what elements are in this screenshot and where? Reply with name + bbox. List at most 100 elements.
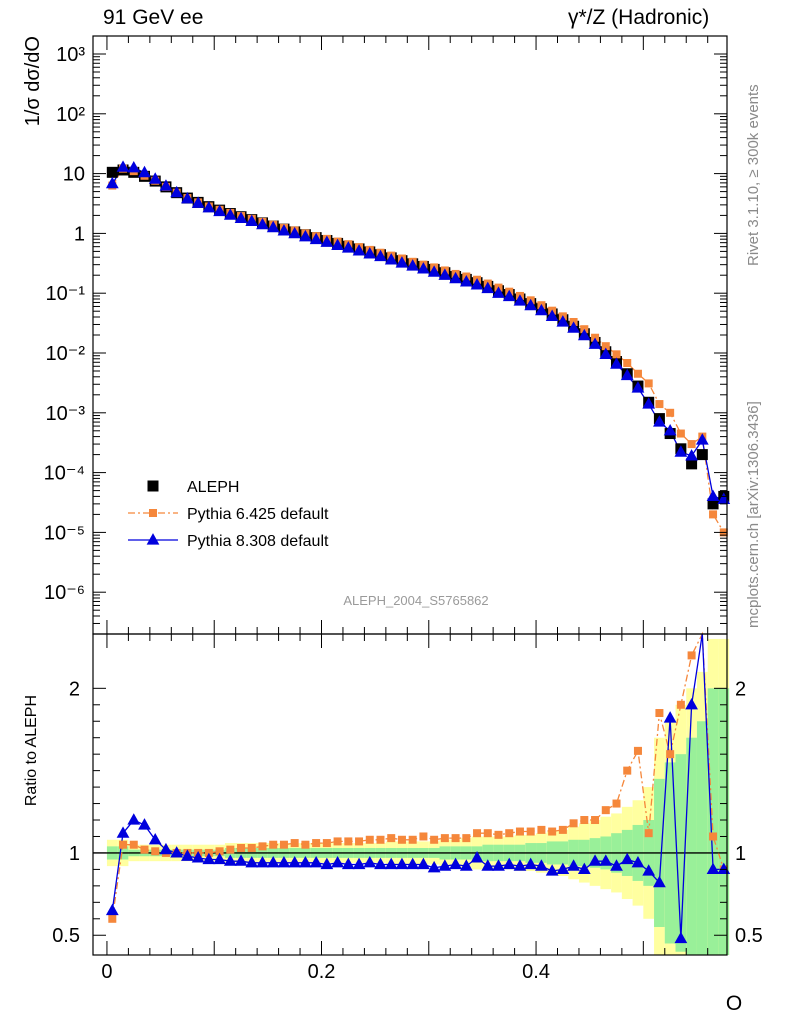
pythia8-point bbox=[256, 217, 269, 230]
main-y-tick-label: 10² bbox=[56, 104, 85, 126]
pythia6-ratio-point bbox=[612, 799, 621, 808]
pythia8-ratio-point bbox=[427, 860, 441, 873]
pythia8-ratio-point bbox=[470, 851, 484, 863]
legend-marker-pythia6 bbox=[149, 509, 157, 517]
pythia8-point bbox=[352, 244, 366, 256]
pythia6-point bbox=[709, 510, 718, 519]
pythia8-point bbox=[245, 214, 259, 226]
pythia8-point bbox=[127, 160, 141, 173]
pythia6-ratio-point bbox=[397, 835, 406, 844]
pythia8-point bbox=[524, 298, 538, 311]
pythia8-point bbox=[384, 253, 398, 265]
pythia6-ratio-point bbox=[591, 816, 600, 825]
pythia6-ratio-point bbox=[322, 839, 331, 848]
pythia8-point bbox=[470, 278, 484, 290]
pythia8-ratio-point bbox=[277, 855, 291, 868]
rivet-version-label: Rivet 3.1.10, ≥ 300k events bbox=[745, 84, 762, 266]
pythia6-point bbox=[687, 440, 696, 449]
pythia8-point bbox=[610, 357, 623, 369]
pythia6-ratio-point bbox=[140, 845, 149, 854]
legend-marker-aleph bbox=[147, 480, 159, 492]
pythia8-point bbox=[170, 185, 184, 198]
pythia8-point bbox=[406, 259, 420, 271]
pythia6-point bbox=[623, 359, 632, 368]
pythia8-point bbox=[631, 381, 645, 393]
pythia6-ratio-point bbox=[344, 837, 353, 846]
pythia8-point bbox=[213, 204, 226, 217]
pythia6-ratio-point bbox=[687, 651, 696, 660]
ratio-series-line bbox=[111, 631, 725, 919]
pythia8-point bbox=[567, 321, 580, 333]
pythia8-point bbox=[674, 445, 688, 457]
legend-marker-pythia8 bbox=[146, 533, 160, 545]
aleph-point bbox=[696, 449, 708, 461]
pythia8-ratio-point bbox=[331, 855, 344, 868]
pythia8-point bbox=[599, 347, 613, 359]
pythia8-point bbox=[695, 433, 709, 445]
pythia8-ratio-point bbox=[653, 875, 666, 888]
pythia8-ratio-point bbox=[417, 857, 430, 870]
ratio-panel-series bbox=[105, 631, 731, 944]
pythia6-ratio-point bbox=[644, 829, 653, 838]
analysis-watermark: ALEPH_2004_S5765862 bbox=[343, 593, 488, 608]
pythia6-ratio-point bbox=[247, 844, 256, 852]
pythia8-ratio-point bbox=[256, 855, 269, 868]
pythia8-ratio-point bbox=[642, 864, 656, 876]
pythia6-ratio-point bbox=[569, 819, 578, 828]
main-y-tick-label: 1 bbox=[74, 223, 85, 245]
series-line bbox=[111, 166, 724, 501]
pythia6-ratio-point bbox=[580, 816, 589, 825]
pythia8-point bbox=[309, 232, 323, 245]
pythia6-ratio-point bbox=[666, 750, 675, 759]
pythia6-ratio-point bbox=[290, 839, 299, 848]
pythia8-point bbox=[427, 265, 441, 277]
pythia8-point bbox=[105, 176, 119, 189]
main-y-tick-label: 10⁻⁶ bbox=[44, 582, 85, 604]
pythia8-ratio-point bbox=[384, 857, 398, 870]
pythia8-point bbox=[492, 286, 505, 298]
pythia8-ratio-point bbox=[395, 857, 409, 870]
pythia8-ratio-point bbox=[223, 854, 237, 866]
main-y-tick-label: 10⁻² bbox=[46, 343, 86, 365]
pythia8-ratio-point bbox=[234, 854, 248, 866]
pythia8-point bbox=[449, 271, 462, 284]
pythia8-ratio-point bbox=[138, 818, 151, 830]
pythia8-point bbox=[288, 226, 302, 239]
pythia8-point bbox=[266, 220, 280, 233]
pythia8-ratio-point bbox=[567, 859, 580, 871]
main-y-tick-label: 10⁻¹ bbox=[46, 283, 86, 305]
pythia8-point bbox=[331, 238, 344, 251]
pythia8-point bbox=[459, 274, 473, 287]
pythia8-point bbox=[535, 303, 548, 316]
pythia8-ratio-point bbox=[363, 855, 377, 868]
pythia8-ratio-point bbox=[620, 852, 634, 865]
pythia8-ratio-point bbox=[170, 846, 184, 858]
pythia6-ratio-point bbox=[526, 827, 535, 836]
pythia8-point bbox=[395, 256, 409, 268]
pythia8-ratio-point bbox=[181, 849, 194, 861]
pythia8-ratio-point bbox=[502, 857, 516, 870]
header-left: 91 GeV ee bbox=[103, 6, 204, 29]
pythia8-point bbox=[417, 262, 430, 274]
pythia8-point bbox=[374, 249, 387, 262]
x-axis-label: O bbox=[726, 992, 742, 1015]
pythia6-ratio-point bbox=[215, 847, 224, 856]
pythia6-ratio-point bbox=[151, 847, 160, 856]
pythia6-point bbox=[644, 379, 653, 388]
pythia8-ratio-point bbox=[320, 857, 334, 870]
aleph-point bbox=[707, 498, 719, 510]
pythia8-point bbox=[481, 281, 495, 294]
pythia8-point bbox=[577, 328, 591, 341]
pythia6-ratio-point bbox=[258, 842, 267, 851]
pythia8-point bbox=[363, 247, 377, 259]
main-y-tick-label: 10³ bbox=[56, 44, 85, 66]
legend: ALEPH Pythia 6.425 default Pythia 8.308 de… bbox=[128, 479, 329, 550]
inner-band-bin bbox=[696, 721, 708, 955]
ratio-y-tick-label-left: 0.5 bbox=[52, 925, 80, 947]
pythia8-ratio-point bbox=[535, 859, 548, 871]
pythia8-point bbox=[653, 415, 666, 427]
pythia8-point bbox=[234, 211, 248, 224]
pythia8-point bbox=[556, 315, 570, 327]
pythia8-ratio-point bbox=[309, 855, 323, 868]
pythia6-ratio-point bbox=[365, 835, 374, 844]
